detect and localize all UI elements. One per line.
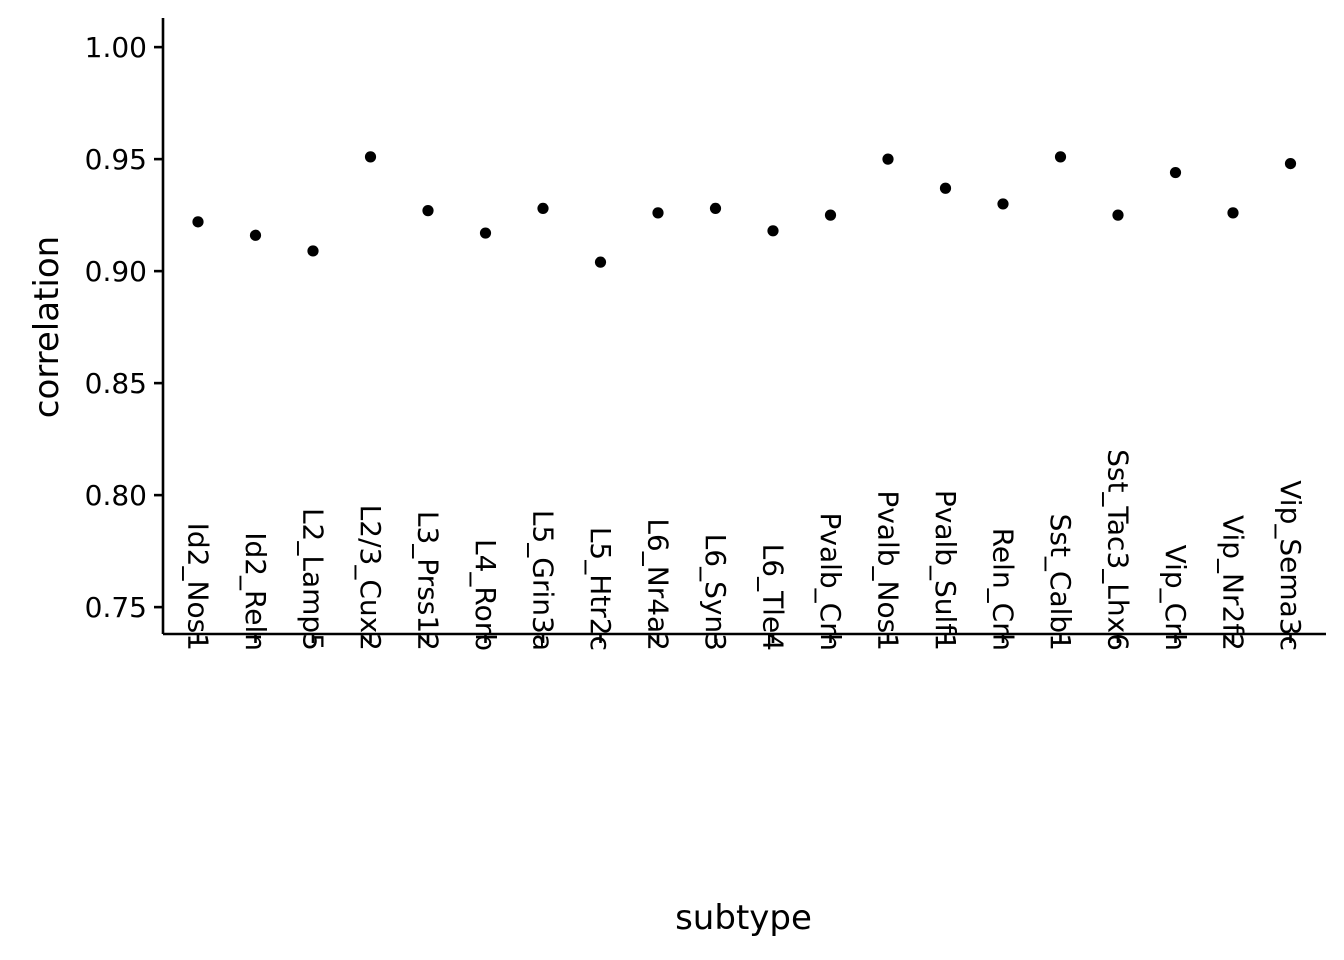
x-tick-label: Reln_Crh xyxy=(987,528,1020,651)
y-tick-label: 0.95 xyxy=(85,143,147,176)
x-tick-label: Sst_Tac3_Lhx6 xyxy=(1102,449,1135,651)
data-point-l3-prss12 xyxy=(422,205,434,217)
data-point-pvalb-nos1 xyxy=(882,153,894,165)
data-point-pvalb-sulf1 xyxy=(939,182,952,194)
x-tick-label: L2_Lamp5 xyxy=(297,508,330,651)
x-tick-label: L3_Prss12 xyxy=(412,511,445,651)
data-point-l6-tle4 xyxy=(767,225,779,237)
data-point-l2-lamp5 xyxy=(307,245,319,257)
y-tick-label: 0.85 xyxy=(85,367,147,400)
data-point-l2-3-cux2 xyxy=(364,151,377,163)
data-point-l5-htr2c xyxy=(594,256,607,268)
data-point-vip-sema3c xyxy=(1284,158,1297,170)
x-axis-title: subtype xyxy=(675,898,812,938)
x-tick-label: Vip_Nr2f2 xyxy=(1217,515,1250,651)
data-point-id2-reln xyxy=(249,229,262,241)
data-point-l5-grin3a xyxy=(537,202,549,214)
data-point-reln-crh xyxy=(997,198,1009,210)
x-tick-label: L5_Htr2c xyxy=(584,527,617,651)
x-tick-label: Pvalb_Crh xyxy=(814,513,847,651)
data-points xyxy=(192,151,1297,268)
data-point-l6-syn3 xyxy=(709,202,722,214)
data-point-l4-rorb xyxy=(479,227,492,239)
x-tick-label: L6_Syn3 xyxy=(699,534,732,651)
x-tick-label: Vip_Sema3c xyxy=(1274,480,1307,651)
x-tick-label: Sst_Calb1 xyxy=(1044,514,1077,651)
y-tick-label: 0.90 xyxy=(85,255,147,288)
y-tick-label: 0.75 xyxy=(85,591,147,624)
x-tick-label: L5_Grin3a xyxy=(527,510,560,651)
y-tick-label: 1.00 xyxy=(85,31,147,64)
data-point-id2-nos1 xyxy=(192,216,204,228)
x-tick-label: Pvalb_Nos1 xyxy=(872,490,905,651)
y-axis-title: correlation xyxy=(27,236,67,418)
x-tick-label: Id2_Nos1 xyxy=(182,523,215,651)
y-axis-ticks: 0.75 0.80 0.85 0.90 0.95 1.00 xyxy=(85,31,163,624)
data-point-sst-calb1 xyxy=(1054,151,1067,163)
y-tick-label: 0.80 xyxy=(85,479,147,512)
x-tick-label: L4_Rorb xyxy=(469,539,502,651)
x-tick-label: L2/3_Cux2 xyxy=(354,505,387,651)
data-point-pvalb-crh xyxy=(824,209,837,221)
data-point-vip-nr2f2 xyxy=(1227,207,1239,219)
x-tick-label: L6_Nr4a2 xyxy=(642,518,675,651)
data-point-sst-tac3-lhx6 xyxy=(1112,209,1124,221)
data-point-vip-crh xyxy=(1169,166,1182,179)
data-point-l6-nr4a2 xyxy=(652,207,664,219)
x-axis-ticks: Id2_Nos1 Id2_Reln L2_Lamp5 L2/3_Cux2 L3_Prss… xyxy=(182,449,1308,651)
x-tick-label: Id2_Reln xyxy=(239,532,272,651)
x-tick-label: Pvalb_Sulf1 xyxy=(929,490,962,651)
